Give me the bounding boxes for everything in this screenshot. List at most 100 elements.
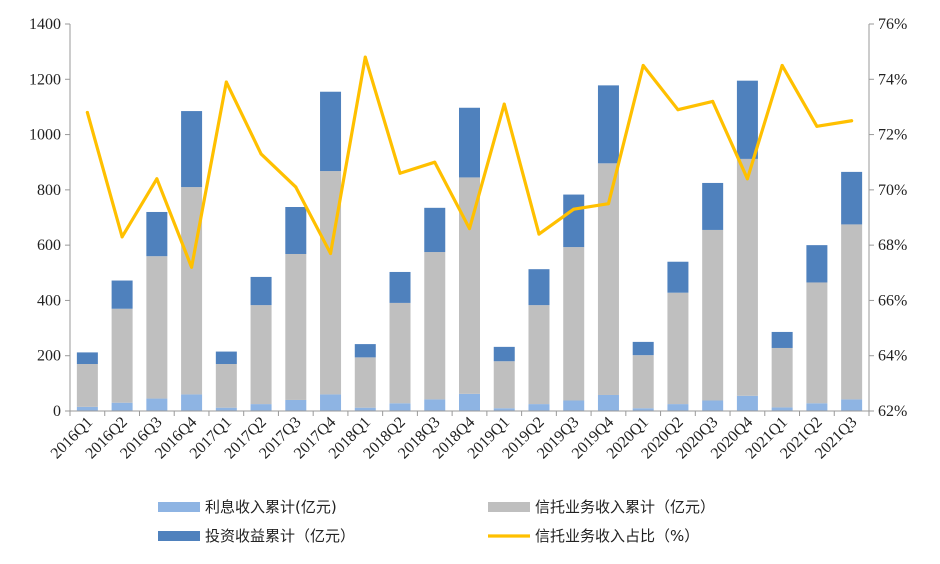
bar-series3-2017Q3 — [285, 207, 307, 254]
line-layer — [85, 55, 854, 269]
line-point-2017Q3 — [294, 185, 298, 189]
bar-series1-2019Q3 — [563, 400, 585, 411]
bar-series2-2017Q3 — [285, 253, 307, 400]
line-point-2019Q1 — [502, 102, 506, 106]
bar-series2-2016Q3 — [146, 256, 168, 399]
bar-series3-2018Q4 — [459, 107, 480, 178]
legend-label-4: 信托业务收入占比（%） — [535, 527, 699, 545]
y-right-tick-label: 70% — [878, 182, 907, 199]
line-point-2019Q3 — [572, 207, 576, 211]
bar-series1-2021Q2 — [806, 403, 828, 411]
bar-series2-2018Q3 — [424, 252, 446, 400]
bar-series3-2017Q2 — [250, 276, 272, 306]
bar-series3-2021Q2 — [806, 245, 828, 283]
line-point-2016Q2 — [120, 235, 124, 239]
legend-label-1: 利息收入累计(亿元) — [205, 498, 337, 516]
bar-series1-2016Q3 — [146, 398, 168, 411]
bar-series3-2019Q1 — [493, 346, 515, 362]
bar-series3-2017Q1 — [215, 351, 237, 365]
line-point-2019Q4 — [606, 202, 610, 206]
bar-series2-2021Q3 — [841, 224, 863, 400]
line-point-2020Q3 — [711, 99, 715, 103]
bar-series1-2018Q4 — [459, 393, 480, 411]
y-right-tick-label: 74% — [878, 71, 907, 88]
bar-series1-2017Q1 — [215, 407, 237, 411]
bar-series1-2016Q4 — [181, 394, 203, 411]
bar-series1-2019Q2 — [528, 404, 550, 411]
bar-series1-2020Q4 — [736, 395, 758, 411]
line-point-2017Q1 — [224, 80, 228, 84]
bar-series2-2021Q2 — [806, 282, 828, 404]
y-right-tick-label: 66% — [878, 292, 907, 309]
bar-series1-2021Q3 — [841, 399, 863, 411]
line-point-2016Q1 — [85, 110, 89, 114]
y-left-tick-label: 1400 — [29, 16, 61, 33]
y-left-tick-label: 400 — [37, 292, 61, 309]
bar-series3-2018Q2 — [389, 271, 411, 303]
bar-series1-2020Q2 — [667, 404, 689, 411]
bar-series2-2017Q2 — [250, 305, 272, 405]
legend-label-2: 信托业务收入累计（亿元） — [535, 498, 715, 516]
y-right-tick-label: 64% — [878, 348, 907, 365]
y-right-tick-label: 62% — [878, 403, 907, 420]
legend-swatch-3 — [158, 531, 200, 541]
bar-series1-2016Q2 — [111, 402, 133, 411]
bar-series3-2017Q4 — [320, 91, 342, 172]
line-point-2018Q1 — [363, 55, 367, 59]
line-point-2019Q2 — [537, 232, 541, 236]
line-point-2018Q4 — [468, 227, 471, 231]
y-right-tick-label: 68% — [878, 237, 907, 254]
bar-series1-2020Q1 — [632, 408, 654, 411]
y-left-tick-label: 1200 — [29, 71, 61, 88]
bar-series1-2017Q3 — [285, 399, 307, 411]
y-right-tick-label: 72% — [878, 127, 907, 144]
bar-series1-2021Q1 — [771, 407, 793, 411]
bar-series2-2019Q2 — [528, 305, 550, 405]
line-point-2021Q3 — [850, 119, 854, 123]
line-point-2020Q4 — [745, 177, 749, 181]
bar-series1-2020Q3 — [702, 400, 724, 411]
y-left-tick-label: 600 — [37, 237, 61, 254]
bar-series2-2019Q4 — [597, 163, 619, 395]
bar-series3-2016Q4 — [181, 111, 203, 188]
bar-series3-2021Q1 — [771, 331, 793, 348]
bar-series3-2019Q2 — [528, 269, 550, 306]
bar-series2-2020Q2 — [667, 292, 689, 405]
legend-swatch-2 — [488, 502, 530, 512]
bar-series3-2020Q3 — [702, 182, 724, 230]
bar-series2-2020Q1 — [632, 355, 654, 409]
line-point-2018Q3 — [433, 160, 437, 164]
bar-series2-2019Q1 — [493, 361, 515, 409]
line-point-2020Q1 — [641, 63, 645, 67]
bar-series1-2018Q1 — [354, 407, 376, 411]
bar-series2-2016Q1 — [76, 364, 98, 407]
bar-series3-2018Q1 — [354, 344, 376, 358]
bar-series2-2016Q2 — [111, 308, 133, 403]
y-left-tick-label: 800 — [37, 182, 61, 199]
bar-series2-2021Q1 — [771, 347, 793, 408]
bar-series3-2019Q4 — [597, 85, 619, 164]
bar-series2-2018Q4 — [459, 177, 480, 394]
bar-series1-2017Q2 — [250, 404, 272, 411]
line-point-2021Q1 — [780, 63, 784, 67]
bar-series3-2020Q2 — [667, 261, 689, 293]
bar-series2-2020Q4 — [736, 158, 758, 396]
line-point-2021Q2 — [815, 124, 819, 128]
legend: 利息收入累计(亿元) 信托业务收入累计（亿元） 投资收益累计（亿元） 信托业务收入占比… — [158, 498, 715, 545]
y-right-tick-label: 76% — [878, 16, 907, 33]
line-point-2016Q4 — [190, 265, 194, 269]
legend-swatch-1 — [158, 502, 200, 512]
bar-series2-2017Q1 — [215, 364, 237, 408]
bar-series3-2016Q2 — [111, 280, 133, 309]
bar-series2-2018Q2 — [389, 302, 411, 404]
bar-series2-2018Q1 — [354, 357, 376, 408]
y-left-tick-label: 0 — [53, 403, 61, 420]
bar-series2-2019Q3 — [563, 247, 585, 401]
line-point-2017Q2 — [259, 152, 263, 156]
line-point-2016Q3 — [155, 177, 159, 181]
line-point-2018Q2 — [398, 171, 402, 175]
bar-series1-2016Q1 — [76, 406, 98, 411]
y-left-tick-label: 1000 — [29, 127, 61, 144]
bar-series1-2018Q3 — [424, 399, 446, 411]
